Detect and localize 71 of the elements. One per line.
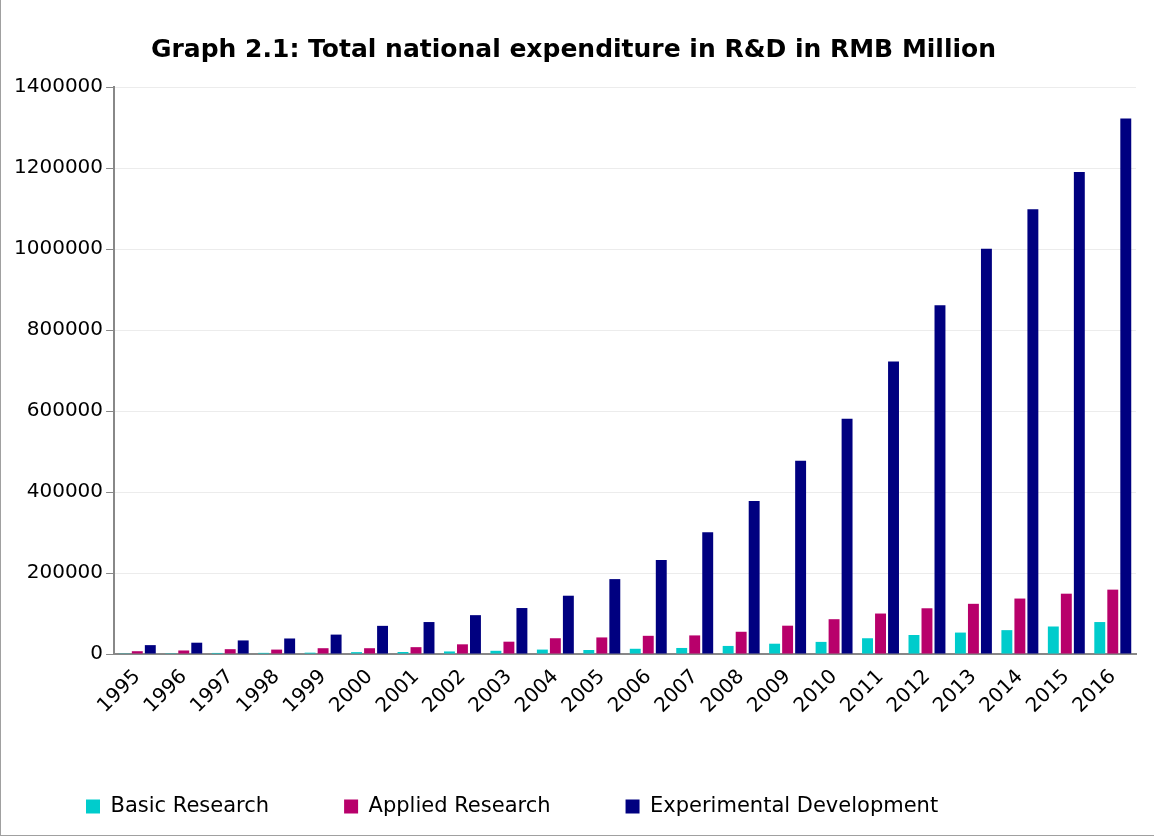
bar: [735, 631, 747, 654]
y-tick-label: 1000000: [13, 235, 104, 260]
legend-label: Experimental Development: [650, 792, 939, 817]
bar: [178, 650, 190, 654]
bar: [828, 619, 840, 654]
bar: [689, 635, 701, 654]
bar: [934, 305, 946, 654]
y-tick-label: 200000: [26, 559, 104, 584]
bar: [655, 560, 667, 654]
bar: [815, 641, 827, 654]
bar: [224, 649, 236, 654]
bar: [284, 638, 296, 654]
bar: [549, 638, 561, 654]
bar: [470, 615, 481, 654]
bar: [702, 532, 714, 654]
bar: [191, 642, 203, 654]
bar: [769, 643, 781, 654]
bar: [503, 641, 515, 654]
bar: [1060, 593, 1072, 654]
y-tick-label: 400000: [26, 478, 104, 503]
legend-label: Applied Research: [368, 792, 551, 817]
legend-label: Basic Research: [110, 792, 270, 817]
bar: [317, 648, 329, 654]
bar: [377, 625, 389, 654]
bar: [131, 651, 143, 654]
bar: [954, 632, 966, 654]
bar: [722, 645, 734, 654]
bar: [629, 648, 641, 654]
bar: [1014, 598, 1026, 654]
y-tick-label: 1400000: [13, 73, 104, 98]
bar: [410, 647, 422, 654]
bar: [875, 613, 886, 654]
bar: [456, 644, 468, 654]
bar: [642, 635, 654, 654]
bar: [364, 648, 376, 654]
bar: [1027, 209, 1039, 654]
bar: [1047, 626, 1059, 654]
bar: [490, 650, 502, 654]
y-tick-label: 600000: [26, 397, 104, 422]
bar: [921, 608, 933, 654]
bar: [967, 603, 979, 654]
y-tick-label: 1200000: [13, 154, 104, 179]
bar: [237, 640, 249, 654]
y-tick-label: 800000: [26, 316, 104, 341]
bar: [676, 647, 688, 654]
bar: [862, 638, 873, 654]
bar: [980, 248, 992, 654]
bar: [908, 635, 920, 654]
bar: [888, 361, 899, 654]
bar: [144, 645, 156, 654]
bar: [782, 625, 794, 654]
bar: [271, 649, 283, 654]
bar: [748, 500, 760, 654]
bar: [795, 460, 807, 654]
bar: [1120, 118, 1132, 654]
bar: [583, 649, 595, 654]
bar: [330, 634, 342, 654]
bar: [1107, 589, 1119, 654]
bar: [1073, 172, 1085, 654]
bar: [1001, 630, 1013, 654]
bar: [536, 649, 548, 654]
chart-title: Graph 2.1: Total national expenditure in R&D in RMB Million: [150, 33, 997, 63]
bar: [443, 651, 455, 654]
bar: [841, 418, 853, 654]
bar: [609, 579, 621, 654]
bar: [423, 622, 435, 654]
bar: [596, 637, 608, 654]
y-tick-label: 0: [90, 640, 104, 665]
bar: [1094, 622, 1106, 654]
bar: [516, 608, 528, 654]
bar: [562, 595, 574, 654]
